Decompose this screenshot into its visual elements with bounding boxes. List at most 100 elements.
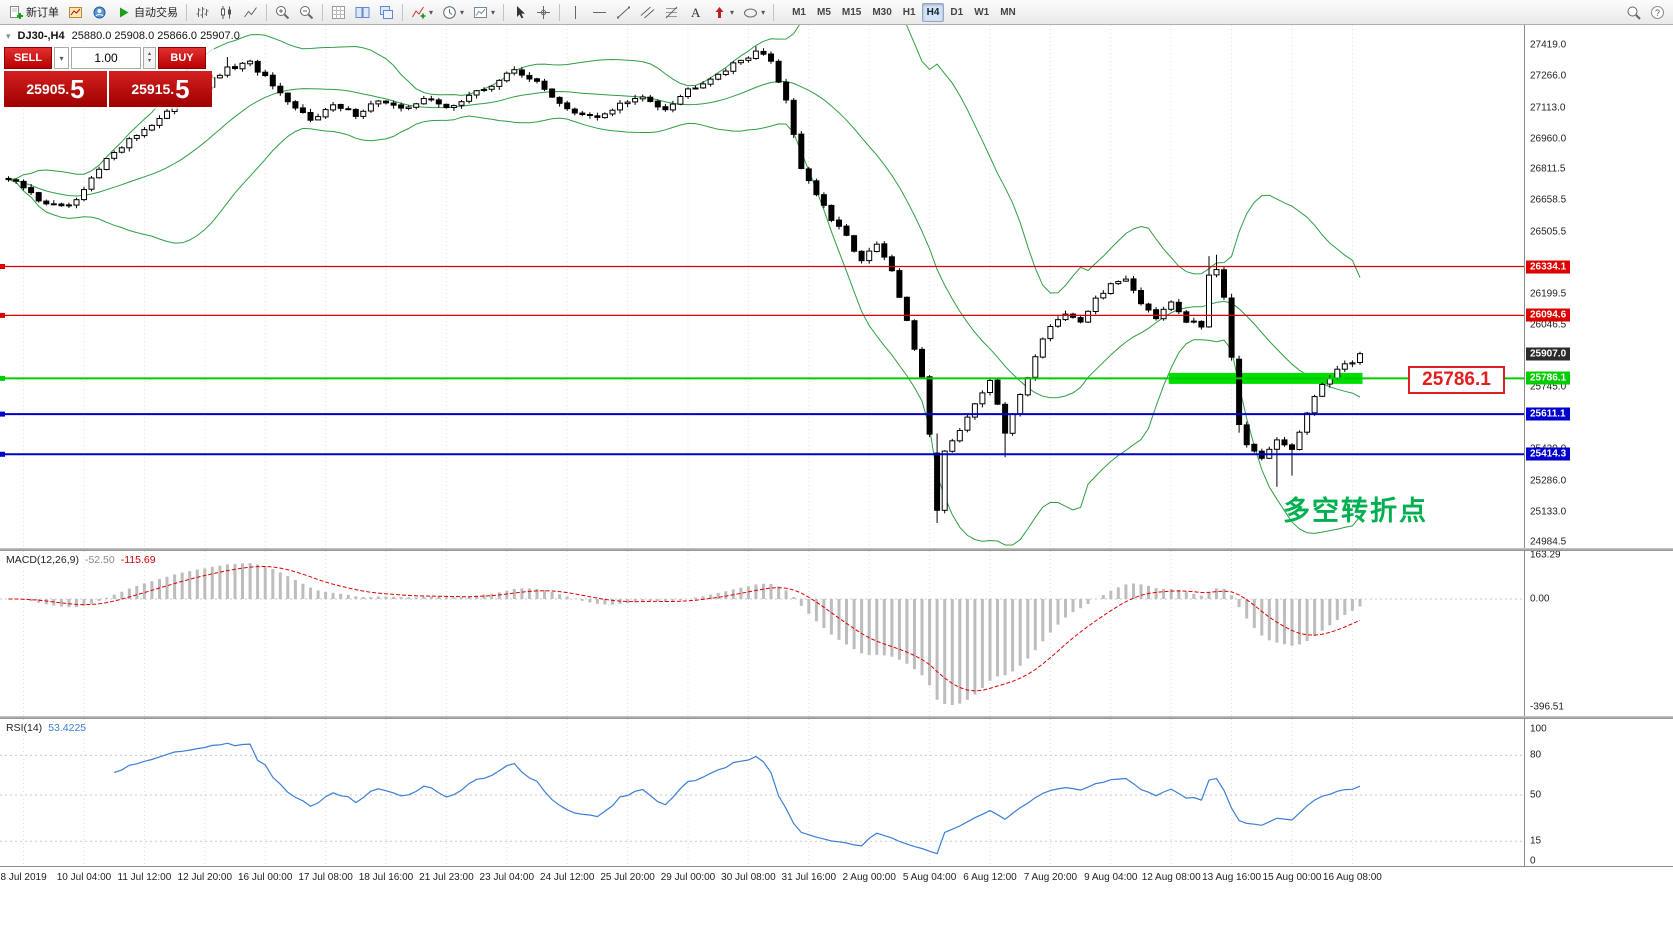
- timeframe-mn-button[interactable]: MN: [995, 3, 1021, 22]
- sell-price-display[interactable]: 25905. 5: [4, 71, 107, 107]
- macd-label: MACD(12,26,9) -52.50 -115.69: [6, 554, 156, 566]
- cursor-button[interactable]: [508, 2, 531, 23]
- channel-button[interactable]: [636, 2, 659, 23]
- zoom-in-button[interactable]: [271, 2, 294, 23]
- price-axis[interactable]: 27419.0 27266.0 27113.0 26960.0 26811.5 26658…: [1524, 25, 1673, 867]
- periods-icon: [443, 5, 456, 19]
- time-axis-label: 7 Aug 20:00: [1023, 872, 1078, 883]
- oneclick-top-row: SELL ▾ ▴▾ BUY: [4, 47, 212, 69]
- line-chart-button[interactable]: [239, 2, 262, 23]
- sell-button[interactable]: SELL: [4, 47, 52, 69]
- time-axis-label: 10 Jul 04:00: [56, 872, 112, 883]
- timeframe-m30-button[interactable]: M30: [867, 3, 896, 22]
- indicators-button[interactable]: ▾: [407, 2, 437, 23]
- volume-input[interactable]: [71, 47, 141, 69]
- toolbar: 新订单 自动交易 ▾ ▾ ▾ A ▾ ▾ M1 M5 M15 M30 H1 H4 D1 W1 MN ?: [0, 0, 1673, 25]
- buy-price-display[interactable]: 25915. 5: [109, 71, 212, 107]
- search-button[interactable]: [1622, 2, 1645, 23]
- timeframe-h1-button[interactable]: H1: [898, 3, 921, 22]
- crosshair-button[interactable]: [532, 2, 555, 23]
- templates-button[interactable]: ▾: [469, 2, 499, 23]
- main-chart-canvas[interactable]: 多空转折点: [0, 25, 1524, 548]
- spinner-up-icon[interactable]: ▴: [147, 50, 151, 57]
- vertical-line-icon: [575, 5, 577, 19]
- toolbar-separator: [266, 3, 267, 21]
- zoom-out-button[interactable]: [295, 2, 318, 23]
- fibonacci-button[interactable]: [660, 2, 683, 23]
- autotrading-button-label: 自动交易: [134, 7, 178, 19]
- timeframe-buttons: M1 M5 M15 M30 H1 H4 D1 W1 MN: [787, 2, 1021, 22]
- rsi-scale-label: 80: [1530, 749, 1542, 761]
- macd-scale-label: 0.00: [1530, 593, 1550, 605]
- vertical-line-button[interactable]: [564, 2, 587, 23]
- bar-chart-button[interactable]: [191, 2, 214, 23]
- oneclick-collapse-icon[interactable]: ▾: [6, 30, 11, 41]
- timeframe-m15-button[interactable]: M15: [837, 3, 866, 22]
- volume-spinner[interactable]: ▴ ▾: [143, 47, 156, 69]
- rsi-label: RSI(14) 53.4225: [6, 722, 86, 734]
- profile-button[interactable]: [88, 2, 111, 23]
- panel-divider[interactable]: [0, 548, 1673, 551]
- rsi-scale-label: 50: [1530, 789, 1542, 801]
- time-axis-label: 12 Jul 20:00: [177, 872, 233, 883]
- timeframe-d1-button[interactable]: D1: [945, 3, 968, 22]
- horizontal-line-objects[interactable]: [0, 264, 1524, 457]
- candlestick-button[interactable]: [215, 2, 238, 23]
- macd-canvas: [0, 551, 1524, 716]
- price-level-badge: 26094.6: [1526, 308, 1571, 322]
- cascade-windows-button[interactable]: [375, 2, 398, 23]
- chart-window-button[interactable]: [64, 2, 87, 23]
- text-button[interactable]: A: [684, 2, 707, 23]
- timeframe-m5-button[interactable]: M5: [812, 3, 836, 22]
- tile-windows-button[interactable]: [351, 2, 374, 23]
- dropdown-caret-icon: ▾: [460, 7, 465, 17]
- chart-window-icon: [69, 6, 82, 18]
- time-axis[interactable]: 8 Jul 2019 10 Jul 04:00 11 Jul 12:00 12 Jul…: [0, 866, 1673, 894]
- timeframe-w1-button[interactable]: W1: [969, 3, 994, 22]
- trendline-button[interactable]: [612, 2, 635, 23]
- toolbar-separator: [559, 3, 561, 21]
- spinner-down-icon[interactable]: ▾: [147, 58, 151, 64]
- fibonacci-icon: [665, 6, 678, 18]
- time-axis-label: 24 Jul 12:00: [539, 872, 595, 883]
- timeframe-h4-button[interactable]: H4: [921, 2, 945, 22]
- macd-scale-label: -396.51: [1530, 701, 1564, 713]
- shapes-button[interactable]: ▾: [739, 2, 769, 23]
- chart-ohlc-values: 25880.0 25908.0 25866.0 25907.0: [71, 30, 240, 42]
- zoom-in-icon: [276, 5, 290, 19]
- macd-panel: MACD(12,26,9) -52.50 -115.69: [0, 551, 1524, 716]
- time-axis-label: 18 Jul 16:00: [358, 872, 414, 883]
- buy-button[interactable]: BUY: [158, 47, 206, 69]
- rsi-value: 53.4225: [48, 722, 87, 734]
- price-tick: 27419.0: [1530, 39, 1567, 51]
- price-tick: 26960.0: [1530, 133, 1567, 145]
- support-price-label[interactable]: 25786.1: [1408, 366, 1505, 394]
- autotrading-icon: [120, 7, 129, 17]
- macd-signal-value: -115.69: [120, 554, 156, 566]
- timeframe-m1-button[interactable]: M1: [787, 3, 811, 22]
- chart-annotation[interactable]: 多空转折点: [1283, 495, 1428, 526]
- autotrading-button[interactable]: 自动交易: [112, 2, 182, 23]
- arrows-button[interactable]: ▾: [708, 2, 738, 23]
- grid-lines: [23, 551, 1353, 716]
- time-axis-label: 23 Jul 04:00: [479, 872, 535, 883]
- time-axis-label: 15 Aug 00:00: [1262, 872, 1322, 883]
- price-tick: 26199.5: [1530, 288, 1567, 300]
- time-axis-label: 11 Jul 12:00: [117, 872, 172, 883]
- grid-button[interactable]: [327, 2, 350, 23]
- periods-button[interactable]: ▾: [438, 2, 468, 23]
- trendline-icon: [617, 6, 631, 18]
- volume-dropdown-icon[interactable]: ▾: [54, 47, 69, 69]
- new-order-button[interactable]: 新订单: [4, 2, 63, 23]
- horizontal-line-button[interactable]: [588, 2, 611, 23]
- templates-icon: [474, 6, 488, 18]
- main-chart-panel[interactable]: 多空转折点 ▾ DJ30-,H4 25880.0 25908.0 25866.0…: [0, 25, 1524, 548]
- price-tick: 26658.5: [1530, 194, 1567, 206]
- help-button[interactable]: ?: [1646, 2, 1669, 23]
- time-axis-label: 6 Aug 12:00: [963, 872, 1017, 883]
- panel-divider[interactable]: [0, 716, 1673, 719]
- dropdown-caret-icon: ▾: [761, 7, 766, 17]
- time-axis-label: 21 Jul 23:00: [419, 872, 474, 883]
- rsi-canvas: [0, 719, 1524, 866]
